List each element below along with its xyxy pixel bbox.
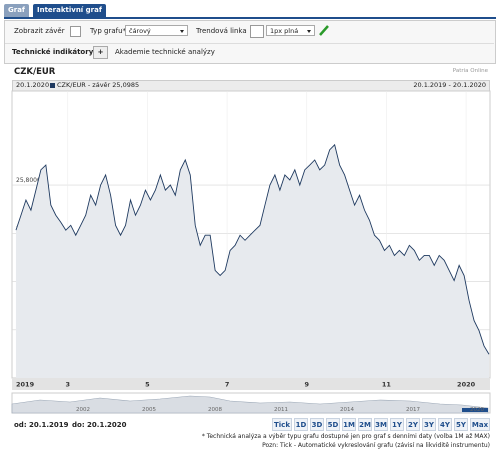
note: * Technická analýza a výběr typu grafu d… (201, 433, 490, 440)
tab-underline (4, 17, 496, 19)
color-box[interactable] (250, 25, 264, 38)
to-date: do: 20.1.2020 (72, 421, 127, 429)
separator (5, 43, 494, 44)
x-tick-label: 11 (382, 381, 392, 389)
range-button[interactable]: 3Y (422, 418, 436, 431)
range-button[interactable]: Tick (272, 418, 292, 431)
legend-swatch (50, 83, 55, 88)
navigator-year: 2014 (340, 407, 354, 413)
legend-period: 20.1.2019 - 20.1.2020 (413, 81, 486, 89)
navigator-year: 2005 (142, 407, 156, 413)
x-tick-label: 5 (145, 381, 150, 389)
range-button[interactable]: 4Y (438, 418, 452, 431)
navigator-year: 2002 (76, 407, 90, 413)
navigator-year: 2008 (208, 407, 222, 413)
label: Trendová linka (196, 27, 247, 35)
label: Zobrazit závěr (14, 27, 65, 35)
navigator-year: 2017 (406, 407, 420, 413)
from-date: od: 20.1.2019 (14, 421, 69, 429)
label: Typ grafu* (90, 27, 127, 35)
range-button[interactable]: 1D (294, 418, 308, 431)
add-button[interactable]: + (93, 46, 108, 59)
checkbox[interactable] (70, 26, 81, 37)
range-button[interactable]: Max (470, 418, 490, 431)
legend-label: CZK/EUR - závěr 25,0985 (57, 81, 140, 89)
range-button[interactable]: 5D (326, 418, 340, 431)
range-button[interactable]: 3D (310, 418, 324, 431)
range-button[interactable]: 2M (358, 418, 372, 431)
range-button[interactable]: 1M (342, 418, 356, 431)
line (15, 143, 490, 355)
y-tick-label: 25,8000 (16, 177, 41, 184)
range-button[interactable]: 2Y (406, 418, 420, 431)
range-button[interactable]: 1Y (390, 418, 404, 431)
x-tick-label: 9 (305, 381, 310, 389)
navigator-area (11, 395, 489, 414)
select[interactable]: 1px plná (266, 25, 315, 36)
navigator-year: 2020 (470, 407, 484, 413)
navigator-year: 2011 (274, 407, 288, 413)
area (15, 144, 489, 378)
x-tick-label: 3 (66, 381, 71, 389)
x-axis-band (12, 378, 490, 390)
label: Technické indikátory*: (12, 48, 100, 56)
x-tick-label: 2020 (457, 381, 476, 389)
navigator-selection[interactable] (462, 408, 488, 412)
x-tick-label: 2019 (16, 381, 35, 389)
watermark: Patria Online (452, 68, 488, 74)
note: Pozn: Tick - Automatické vykreslování gr… (262, 442, 490, 449)
range-button[interactable]: 5Y (454, 418, 468, 431)
tab-active[interactable]: Interaktivní graf (33, 4, 106, 17)
x-tick-label: 7 (225, 381, 230, 389)
chart-title: CZK/EUR (14, 67, 56, 77)
link[interactable]: Akademie technické analýzy (115, 48, 215, 56)
tab[interactable]: Graf (4, 4, 29, 17)
select[interactable]: čárový (125, 25, 188, 36)
legend-date: 20.1.2020 (16, 81, 50, 89)
range-button[interactable]: 3M (374, 418, 388, 431)
pencil-icon[interactable] (318, 24, 330, 37)
